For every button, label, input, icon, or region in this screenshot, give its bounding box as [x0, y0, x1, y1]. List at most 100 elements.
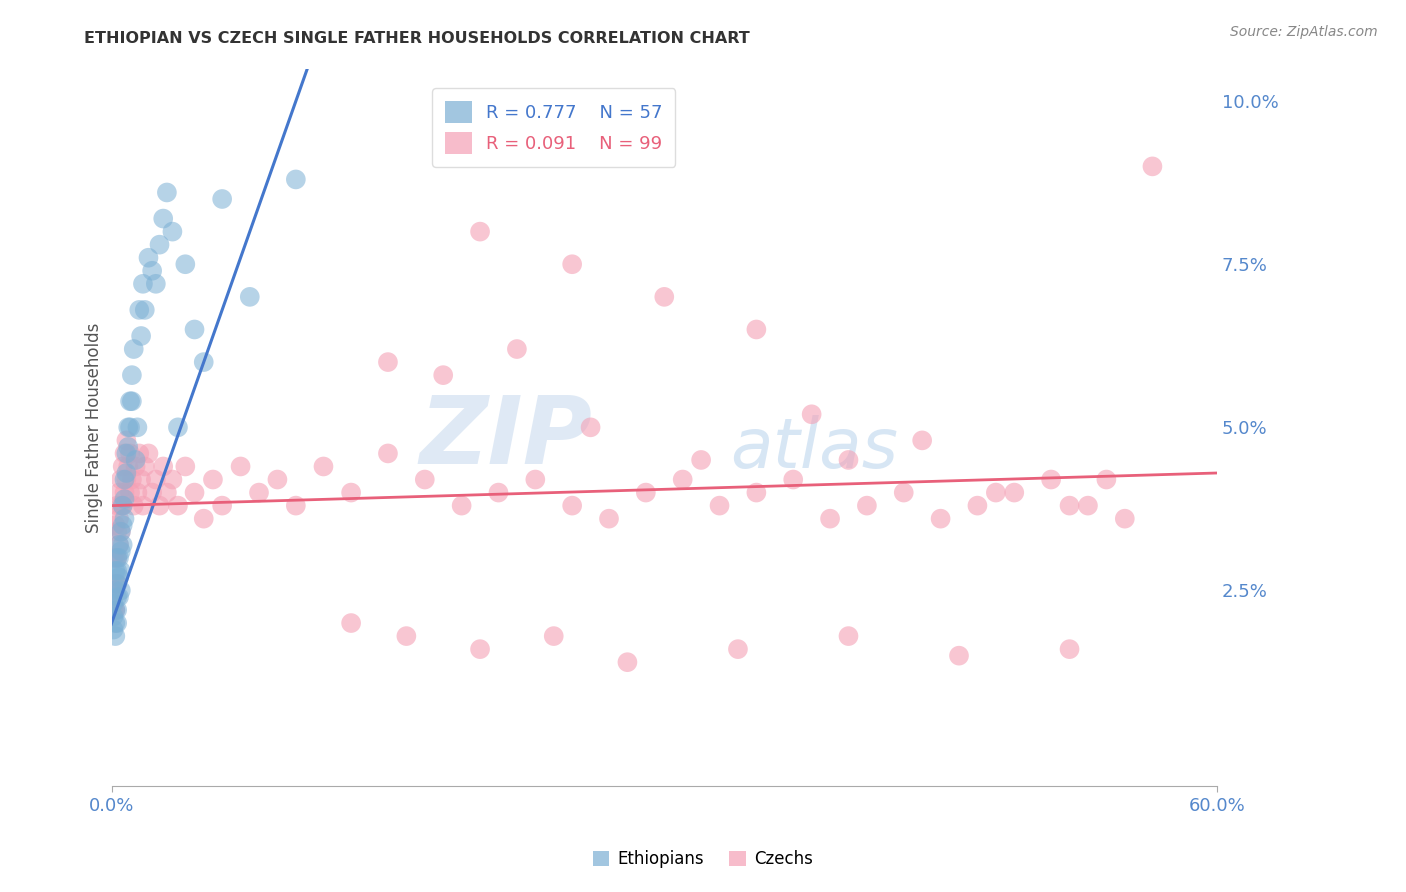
Point [103, 603, 125, 617]
Text: ZIP: ZIP [419, 392, 592, 484]
Point [134, 459, 156, 474]
Legend: Ethiopians, Czechs: Ethiopians, Czechs [586, 844, 820, 875]
Point [377, 355, 399, 369]
Point [239, 290, 262, 304]
Point [132, 499, 155, 513]
Point [211, 499, 233, 513]
Point [111, 499, 134, 513]
Point [127, 485, 149, 500]
Point [105, 615, 128, 630]
Point [911, 434, 934, 448]
Point [837, 453, 859, 467]
Point [105, 577, 128, 591]
Point [162, 225, 184, 239]
Point [148, 237, 170, 252]
Point [506, 342, 529, 356]
Point [395, 629, 418, 643]
Point [114, 492, 136, 507]
Point [128, 446, 150, 460]
Point [132, 277, 155, 291]
Point [114, 485, 136, 500]
Point [162, 473, 184, 487]
Point [488, 485, 510, 500]
Point [111, 499, 134, 513]
Point [1077, 499, 1099, 513]
Point [1040, 473, 1063, 487]
Point [110, 499, 132, 513]
Point [115, 446, 138, 460]
Point [634, 485, 657, 500]
Point [672, 473, 695, 487]
Point [652, 290, 675, 304]
Point [193, 355, 215, 369]
Point [745, 485, 768, 500]
Point [117, 459, 139, 474]
Point [340, 485, 363, 500]
Point [432, 368, 454, 383]
Point [818, 511, 841, 525]
Point [1142, 160, 1164, 174]
Point [108, 570, 131, 584]
Point [103, 623, 125, 637]
Point [524, 473, 547, 487]
Point [104, 583, 127, 598]
Point [128, 302, 150, 317]
Point [110, 524, 132, 539]
Point [893, 485, 915, 500]
Point [105, 590, 128, 604]
Point [138, 446, 160, 460]
Point [105, 524, 128, 539]
Point [247, 485, 270, 500]
Point [837, 629, 859, 643]
Point [948, 648, 970, 663]
Point [543, 629, 565, 643]
Point [118, 420, 141, 434]
Point [561, 499, 583, 513]
Point [561, 257, 583, 271]
Point [117, 420, 139, 434]
Point [104, 615, 127, 630]
Point [108, 485, 131, 500]
Text: ETHIOPIAN VS CZECH SINGLE FATHER HOUSEHOLDS CORRELATION CHART: ETHIOPIAN VS CZECH SINGLE FATHER HOUSEHO… [84, 31, 751, 46]
Point [800, 407, 823, 421]
Point [117, 440, 139, 454]
Point [598, 511, 620, 525]
Point [138, 251, 160, 265]
Point [105, 550, 128, 565]
Point [782, 473, 804, 487]
Point [174, 257, 197, 271]
Point [122, 342, 145, 356]
Point [108, 538, 131, 552]
Point [103, 597, 125, 611]
Point [104, 564, 127, 578]
Point [104, 603, 127, 617]
Point [966, 499, 988, 513]
Point [183, 485, 205, 500]
Point [114, 473, 136, 487]
Point [115, 473, 138, 487]
Point [727, 642, 749, 657]
Point [115, 434, 138, 448]
Point [201, 473, 224, 487]
Point [1002, 485, 1025, 500]
Point [108, 538, 131, 552]
Point [312, 459, 335, 474]
Point [141, 264, 163, 278]
Point [127, 420, 149, 434]
Point [156, 485, 179, 500]
Legend: R = 0.777    N = 57, R = 0.091    N = 99: R = 0.777 N = 57, R = 0.091 N = 99 [432, 88, 675, 167]
Point [103, 583, 125, 598]
Point [110, 473, 132, 487]
Point [284, 172, 307, 186]
Point [115, 466, 138, 480]
Point [105, 550, 128, 565]
Point [104, 603, 127, 617]
Point [110, 544, 132, 558]
Point [211, 192, 233, 206]
Point [104, 577, 127, 591]
Point [167, 499, 190, 513]
Point [105, 577, 128, 591]
Point [1059, 499, 1081, 513]
Point [118, 485, 141, 500]
Point [145, 473, 167, 487]
